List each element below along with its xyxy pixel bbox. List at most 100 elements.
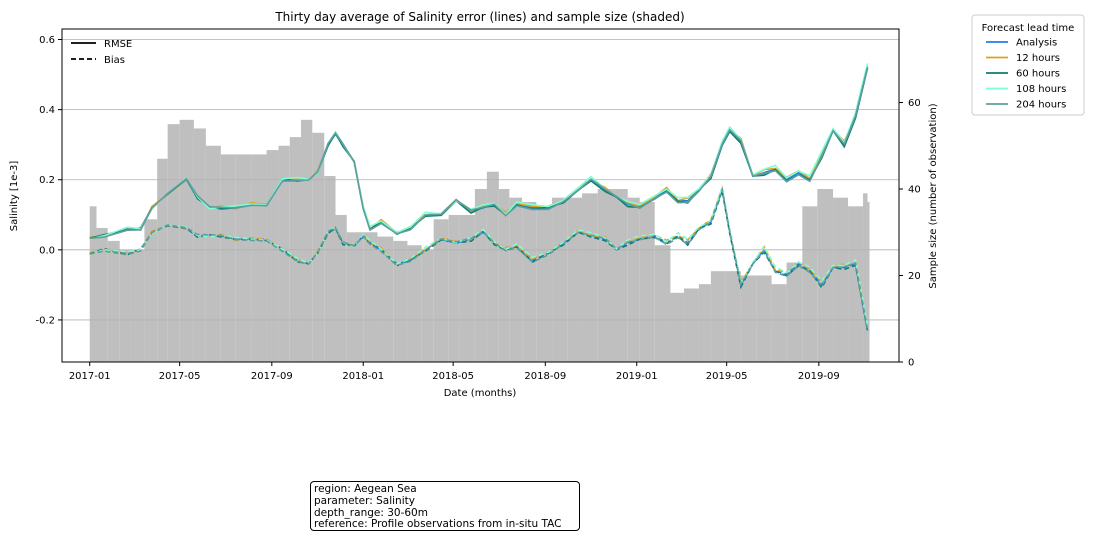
bias-legend-label: Bias (104, 55, 125, 66)
x-tick-label: 2019-05 (706, 371, 748, 382)
sample-size-bar (833, 197, 849, 362)
sample-size-bar (266, 150, 279, 362)
x-axis-label: Date (months) (444, 388, 517, 399)
x-tick-label: 2019-01 (616, 371, 658, 382)
legend-label-108-hours: 108 hours (1016, 84, 1066, 95)
right-y-axis-ticks: 0 20 40 60 (899, 98, 921, 369)
sample-size-bar (627, 197, 640, 362)
x-tick-label: 2017-09 (251, 371, 293, 382)
sample-size-bar (582, 193, 598, 362)
right-y-tick-label: 20 (908, 271, 921, 282)
sample-size-bar (448, 214, 460, 362)
right-y-axis-label: Sample size (number of observation) (928, 103, 939, 288)
plot-frame (61, 28, 900, 363)
chart-title: Thirty day average of Salinity error (li… (274, 10, 684, 24)
sample-size-bar (377, 236, 394, 362)
sample-size-bar (613, 189, 628, 362)
info-reference: reference: Profile observations from in-… (314, 518, 562, 531)
sample-size-bar (597, 189, 614, 362)
legend-label-204-hours: 204 hours (1016, 100, 1066, 111)
sample-size-bar (639, 201, 655, 362)
right-y-tick-label: 0 (908, 358, 914, 369)
sample-size-bar (144, 219, 158, 362)
sample-size-bar (157, 158, 168, 362)
x-tick-label: 2017-01 (69, 371, 111, 382)
sample-size-bar (433, 219, 449, 362)
sample-size-bar (771, 284, 787, 362)
sample-size-bar (301, 119, 313, 363)
sample-size-bar (459, 214, 475, 362)
sample-size-bar (725, 271, 741, 362)
info-depth-range: depth_range: 30-60m (314, 506, 428, 519)
right-y-tick-label: 40 (908, 185, 921, 196)
style-legend: RMSE Bias (71, 39, 132, 66)
sample-size-bar (89, 206, 97, 362)
x-tick-label: 2017-05 (159, 371, 201, 382)
rmse-legend-label: RMSE (104, 39, 132, 50)
rmse-line-204-hours (89, 66, 869, 240)
sample-size-bar (863, 193, 868, 362)
sample-size-bar (552, 197, 568, 362)
left-y-tick-label: 0.4 (39, 105, 55, 116)
sample-size-bar (867, 201, 870, 362)
legend-label-60-hours: 60 hours (1016, 69, 1060, 80)
sample-size-bar (167, 124, 180, 363)
sample-size-bar (536, 206, 553, 362)
sample-size-bar (205, 145, 221, 362)
sample-size-bar (193, 128, 206, 362)
left-y-tick-label: 0.2 (39, 175, 55, 186)
sample-size-bar (407, 245, 422, 362)
sample-size-bar (786, 262, 803, 362)
x-tick-label: 2019-09 (798, 371, 840, 382)
sample-size-bar (251, 154, 267, 362)
sample-size-bars (89, 119, 870, 363)
sample-size-bar (683, 288, 699, 362)
right-y-tick-label: 60 (908, 98, 921, 109)
x-axis-ticks: 2017-01 2017-05 2017-09 2018-01 2018-05 2018-… (69, 362, 840, 382)
sample-size-bar (346, 232, 364, 362)
sample-size-bar (522, 201, 537, 362)
sample-size-bar (474, 189, 487, 362)
sample-size-bar (324, 176, 336, 362)
grid-lines (62, 39, 899, 321)
sample-size-bar (130, 249, 145, 362)
left-y-tick-label: 0.6 (39, 35, 55, 46)
sample-size-bar (421, 249, 434, 362)
sample-size-bar (486, 171, 499, 362)
bias-line-12-hours (89, 185, 869, 328)
legend-label-12-hours: 12 hours (1016, 53, 1060, 64)
sample-size-bar (363, 232, 378, 362)
sample-size-bar (235, 154, 252, 362)
sample-size-bar (817, 189, 834, 362)
error-lines (89, 63, 869, 332)
bias-line-204-hours (89, 186, 869, 331)
sample-size-bar (107, 240, 120, 362)
sample-size-bar (654, 245, 671, 362)
sample-size-bar (509, 197, 523, 362)
sample-size-bar (119, 249, 131, 362)
sample-size-bar (498, 189, 510, 362)
info-parameter: parameter: Salinity (314, 494, 415, 507)
legend-label-analysis: Analysis (1016, 38, 1057, 49)
left-y-tick-label: 0.0 (39, 245, 55, 256)
x-tick-label: 2018-05 (432, 371, 474, 382)
sample-size-bar (670, 292, 684, 362)
sample-size-bar (802, 206, 818, 362)
sample-size-bar (312, 132, 325, 362)
x-tick-label: 2018-09 (524, 371, 566, 382)
info-region: region: Aegean Sea (314, 483, 417, 495)
sample-size-bar (567, 197, 583, 362)
left-y-axis-ticks: 0.6 0.4 0.2 0.0 -0.2 (35, 35, 62, 326)
sample-size-bar (698, 284, 711, 362)
sample-size-bar (278, 145, 290, 362)
lead-time-legend: Forecast lead time Analysis 12 hours 60 ho… (971, 14, 1085, 116)
sample-size-bar (96, 227, 108, 362)
left-y-axis-label: Salinity [1e-3] (9, 161, 20, 232)
x-tick-label: 2018-01 (342, 371, 384, 382)
sample-size-bar (756, 275, 772, 362)
sample-size-bar (848, 206, 864, 362)
legend-frame (971, 14, 1085, 116)
sample-size-bar (740, 275, 757, 362)
left-y-tick-label: -0.2 (35, 315, 55, 326)
